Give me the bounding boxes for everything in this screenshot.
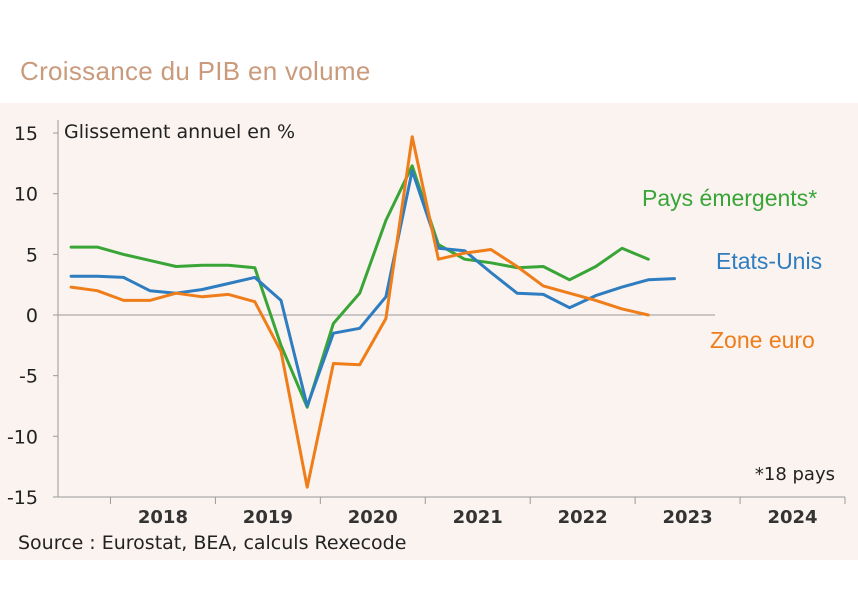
- series-labels: Pays émergents* Etats-Unis Zone euro: [642, 185, 822, 353]
- x-tick-label: 2018: [138, 507, 188, 528]
- x-tick-label: 2021: [453, 507, 503, 528]
- series-label: Etats-Unis: [716, 248, 822, 274]
- series-lines: [69, 135, 676, 489]
- y-tick-label: -15: [7, 487, 38, 509]
- series-line-pays-mergents-: [69, 164, 650, 409]
- series-line-etats-unis: [69, 169, 676, 408]
- x-tick-label: 2019: [243, 507, 293, 528]
- y-tick-label: -10: [7, 426, 38, 448]
- x-tick-label: 2023: [663, 507, 713, 528]
- chart-axes: [53, 120, 846, 504]
- source-note: Source : Eurostat, BEA, calculs Rexecode: [18, 532, 407, 554]
- chart-title: Croissance du PIB en volume: [20, 56, 371, 86]
- y-tick-label: 0: [26, 305, 38, 327]
- x-tick-label: 2020: [348, 507, 398, 528]
- y-tick-label: 15: [14, 123, 38, 145]
- chart-panel: [0, 103, 858, 560]
- footnote: *18 pays: [755, 464, 835, 485]
- y-tick-label: 10: [14, 184, 38, 206]
- y-tick-labels: 15 10 5 0 -5 -10 -15: [7, 123, 38, 509]
- series-line-zone-euro: [69, 135, 650, 489]
- x-tick-labels: 2018 2019 2020 2021 2022 2023 2024: [138, 507, 818, 528]
- series-label: Zone euro: [710, 327, 815, 353]
- y-tick-label: -5: [19, 366, 38, 388]
- x-tick-label: 2024: [767, 507, 817, 528]
- y-tick-label: 5: [26, 244, 38, 266]
- y-axis-label: Glissement annuel en %: [64, 121, 295, 143]
- series-label: Pays émergents*: [642, 185, 817, 211]
- x-tick-label: 2022: [558, 507, 608, 528]
